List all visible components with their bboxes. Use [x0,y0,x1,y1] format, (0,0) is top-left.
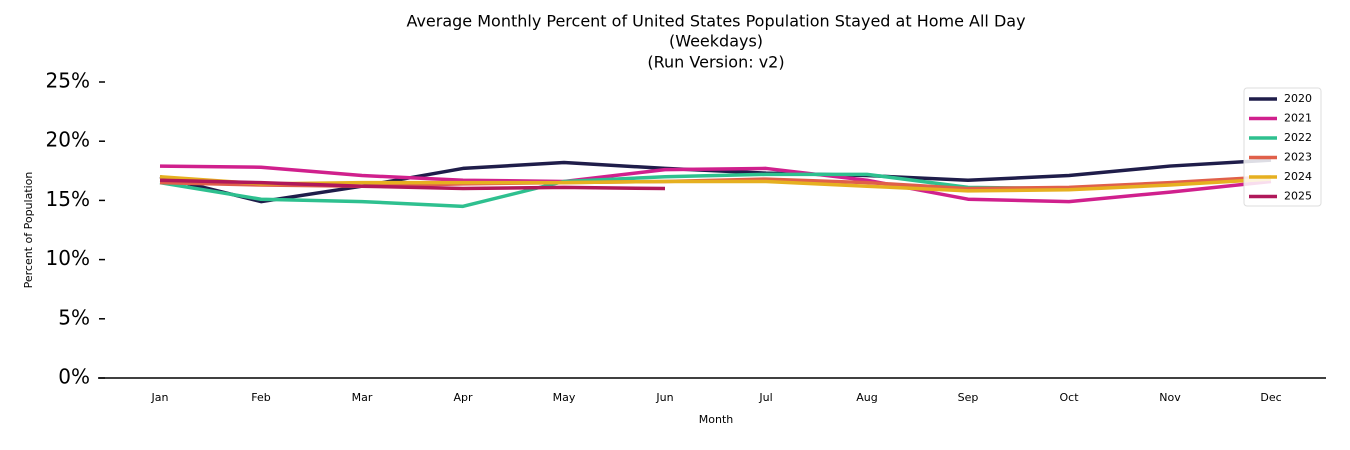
legend-label: 2023 [1284,151,1312,164]
chart-subtitle: (Run Version: v2) [647,53,784,72]
x-tick-label: May [553,391,576,404]
x-tick-label: Jun [655,391,673,404]
y-tick-label: 10% [46,246,90,270]
y-axis-label: Percent of Population [22,172,35,289]
series-line [159,164,1272,204]
y-tick-label: 5% [58,305,90,329]
x-tick-label: Oct [1059,391,1079,404]
y-tick-label: 20% [46,128,90,152]
x-tick-label: Nov [1159,391,1181,404]
series-line [159,174,1272,193]
x-axis-label: Month [699,413,734,426]
legend-label: 2024 [1284,170,1312,183]
y-tick-label: 0% [58,365,90,389]
legend-label: 2020 [1284,92,1312,105]
chart-subtitle: (Weekdays) [669,32,763,51]
series-line [159,158,1272,204]
x-tick-label: Sep [958,391,979,404]
legend-label: 2022 [1284,131,1312,144]
x-tick-label: Mar [352,391,373,404]
x-tick-label: Apr [453,391,473,404]
x-tick-label: Feb [251,391,270,404]
series-line [159,178,666,191]
x-tick-label: Aug [856,391,877,404]
y-tick-label: 25% [46,69,90,93]
chart-title: Average Monthly Percent of United States… [406,12,1025,31]
legend-box [1243,87,1322,207]
x-tick-label: Jan [151,391,169,404]
x-tick-label: Jul [758,391,772,404]
x-tick-label: Dec [1260,391,1281,404]
y-tick-label: 15% [46,187,90,211]
legend-label: 2025 [1284,190,1312,203]
legend-label: 2021 [1284,112,1312,125]
